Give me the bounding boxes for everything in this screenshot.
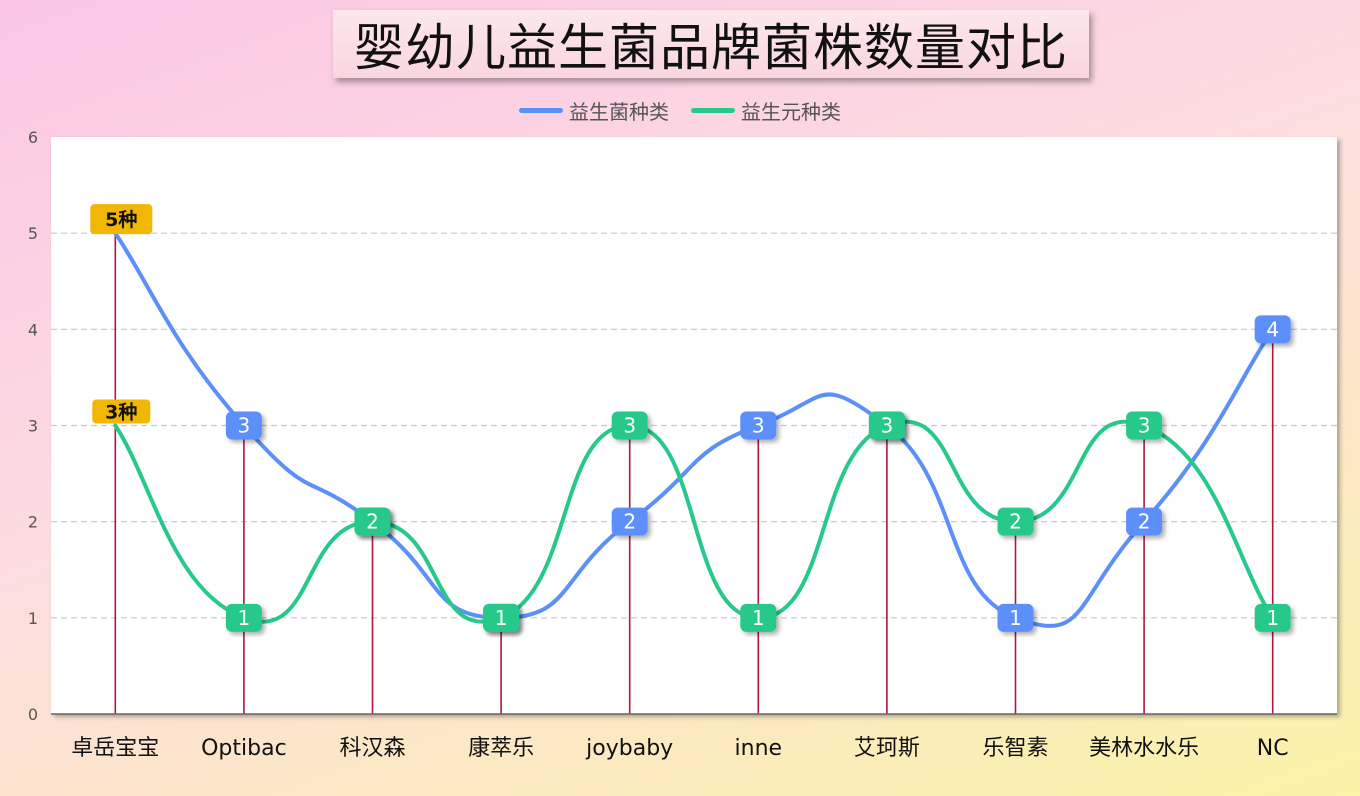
data-label-0: 4 xyxy=(1266,317,1279,341)
x-tick-label: Optibac xyxy=(201,736,287,761)
x-tick-label: 乐智素 xyxy=(982,736,1048,761)
data-label-1: 2 xyxy=(1009,510,1022,534)
x-tick-label: joybaby xyxy=(585,736,673,761)
y-tick-label: 3 xyxy=(28,417,38,436)
data-point-1 xyxy=(225,603,262,632)
data-point-1 xyxy=(1126,411,1163,440)
data-label-0: 3 xyxy=(238,414,251,438)
chart-title-box: 婴幼儿益生菌品牌菌株数量对比 xyxy=(333,10,1089,78)
data-point-0 xyxy=(997,603,1034,632)
data-point-0 xyxy=(1254,315,1291,344)
data-point-1 xyxy=(997,507,1034,536)
data-point-1 xyxy=(483,603,520,632)
legend-swatch-probiotics xyxy=(519,107,563,113)
y-tick-label: 5 xyxy=(28,224,38,243)
data-label-0: 3 xyxy=(752,414,765,438)
data-label-1: 3 xyxy=(881,414,894,438)
legend-label-prebiotics: 益生元种类 xyxy=(741,99,841,124)
y-tick-label: 1 xyxy=(28,609,38,628)
data-label-1: 3 xyxy=(1138,414,1151,438)
data-point-1 xyxy=(868,411,905,440)
data-label-1: 3 xyxy=(623,414,636,438)
legend-item-probiotics[interactable]: 益生菌种类 xyxy=(519,96,669,125)
data-label-1: 1 xyxy=(1266,606,1279,630)
chart-title: 婴幼儿益生菌品牌菌株数量对比 xyxy=(354,19,1068,77)
y-tick-label: 0 xyxy=(28,705,38,724)
chart-legend: 益生菌种类 益生元种类 xyxy=(0,96,1360,124)
y-tick-label: 2 xyxy=(28,513,38,532)
data-point-1 xyxy=(611,411,648,440)
data-point-1 xyxy=(354,507,391,536)
data-point-0 xyxy=(740,411,777,440)
data-point-0 xyxy=(1126,507,1163,536)
legend-item-prebiotics[interactable]: 益生元种类 xyxy=(691,96,841,125)
highlight-label: 3种 xyxy=(105,402,137,424)
x-tick-label: 科汉森 xyxy=(339,736,405,761)
series-line-0 xyxy=(113,231,1275,628)
x-tick-label: 卓岳宝宝 xyxy=(71,736,159,761)
data-label-1: 1 xyxy=(752,606,765,630)
data-point-0 xyxy=(225,411,262,440)
y-tick-label: 6 xyxy=(28,128,38,147)
legend-swatch-prebiotics xyxy=(691,107,735,113)
x-tick-label: inne xyxy=(735,736,783,761)
data-label-0: 2 xyxy=(623,510,636,534)
data-point-0 xyxy=(611,507,648,536)
data-point-1 xyxy=(1254,603,1291,632)
data-point-1 xyxy=(740,603,777,632)
data-label-1: 2 xyxy=(366,510,379,534)
x-tick-label: 康萃乐 xyxy=(468,736,534,761)
series-line-1 xyxy=(113,419,1275,624)
data-label-1: 1 xyxy=(495,606,508,630)
data-label-0: 2 xyxy=(1138,510,1151,534)
x-tick-label: 美林水水乐 xyxy=(1089,736,1199,761)
highlight-label: 5种 xyxy=(105,209,137,231)
y-tick-label: 4 xyxy=(28,320,38,339)
data-label-0: 1 xyxy=(1009,606,1022,630)
x-tick-label: NC xyxy=(1257,736,1289,761)
highlight-badge xyxy=(90,204,153,235)
x-tick-label: 艾珂斯 xyxy=(854,736,920,761)
legend-label-probiotics: 益生菌种类 xyxy=(569,99,669,124)
data-label-1: 1 xyxy=(238,606,251,630)
highlight-badge xyxy=(92,399,151,424)
